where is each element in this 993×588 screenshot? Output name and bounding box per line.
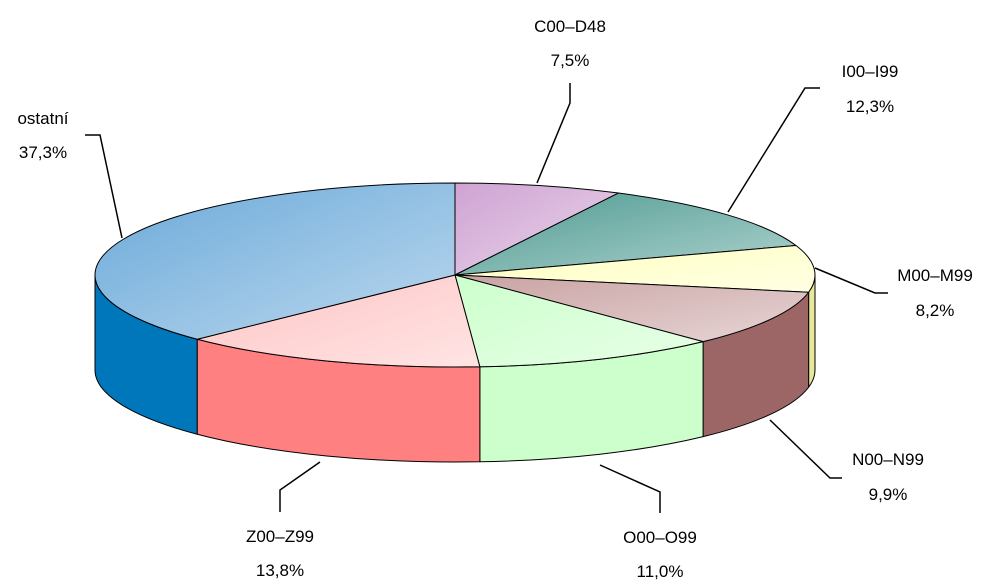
slice-name-label-m00-m99: M00–M99 <box>897 266 973 285</box>
pie-sides <box>94 274 816 463</box>
slice-value-label-c00-d48: 7,5% <box>551 51 590 70</box>
leader-line-o00-o99 <box>599 464 661 513</box>
leader-lines <box>85 83 888 513</box>
slice-value-label-ostatni: 37,3% <box>19 143 67 162</box>
slice-top-c00-d48 <box>454 182 619 276</box>
slice-value-label-z00-z99: 13,8% <box>256 561 304 580</box>
slice-top-n00-n99 <box>454 274 810 343</box>
slice-top-i00-i99 <box>454 192 797 276</box>
slice-top-m00-m99 <box>454 244 816 293</box>
slice-top-ostatni <box>94 182 456 340</box>
slice-value-label-n00-n99: 9,9% <box>869 485 908 504</box>
slice-name-label-ostatni: ostatní <box>17 109 68 128</box>
slice-name-label-z00-z99: Z00–Z99 <box>246 527 314 546</box>
slice-value-label-m00-m99: 8,2% <box>916 301 955 320</box>
slice-side-m00-m99 <box>808 274 816 388</box>
slice-name-label-n00-n99: N00–N99 <box>852 450 924 469</box>
leader-line-ostatni <box>85 134 123 239</box>
slice-name-label-c00-d48: C00–D48 <box>534 17 606 36</box>
slice-name-label-o00-o99: O00–O99 <box>623 528 697 547</box>
slice-labels: C00–D48 7,5% I00–I99 12,3% M00–M99 8,2% N00–N9… <box>17 17 972 581</box>
leader-line-c00-d48 <box>536 83 571 184</box>
leader-line-m00-m99 <box>814 267 888 294</box>
slice-name-label-i00-i99: I00–I99 <box>842 62 899 81</box>
slice-value-label-o00-o99: 11,0% <box>637 562 684 581</box>
slice-top-z00-z99 <box>196 274 481 368</box>
slice-top-o00-o99 <box>454 274 704 368</box>
leader-line-n00-n99 <box>769 419 842 479</box>
pie-tops <box>94 182 816 368</box>
leader-line-z00-z99 <box>279 461 321 512</box>
slice-value-label-i00-i99: 12,3% <box>846 97 894 116</box>
leader-line-i00-i99 <box>727 87 820 213</box>
